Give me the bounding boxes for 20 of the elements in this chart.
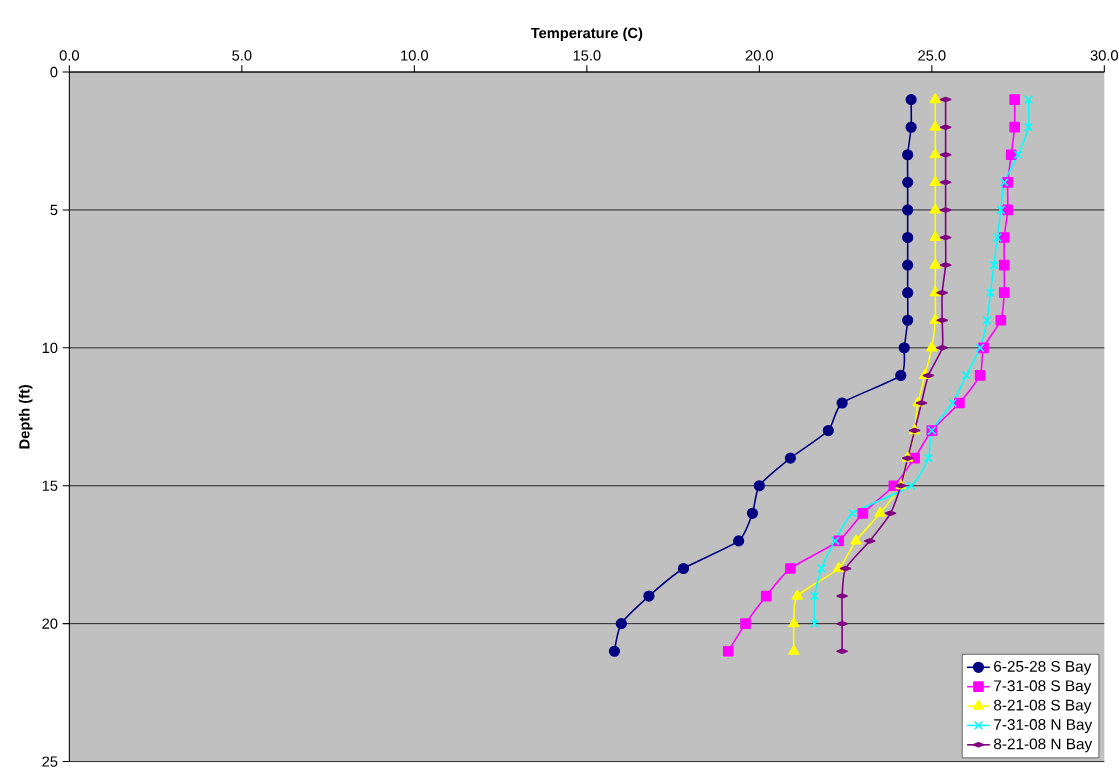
legend-label: 7-31-08 S Bay bbox=[994, 680, 1092, 695]
legend-label: 8-21-08 N Bay bbox=[993, 738, 1093, 753]
x-tick-label: 10.0 bbox=[401, 50, 429, 61]
x-tick-label: 15.0 bbox=[573, 50, 601, 61]
y-tick-label: 10 bbox=[42, 342, 58, 354]
y-tick-label: 0 bbox=[50, 67, 58, 78]
x-tick-label: 0.0 bbox=[59, 50, 79, 61]
y-tick-label: 25 bbox=[42, 756, 58, 767]
y-tick-label: 20 bbox=[42, 618, 58, 630]
x-tick-label: 20.0 bbox=[745, 50, 774, 61]
y-tick-label: 5 bbox=[50, 205, 58, 216]
x-tick-label: 30.0 bbox=[1090, 50, 1119, 61]
y-axis-title: Depth (ft) bbox=[18, 385, 33, 449]
x-axis-title: Temperature (C) bbox=[530, 27, 643, 42]
legend-label: 6-25-28 S Bay bbox=[994, 661, 1092, 676]
y-tick-label: 15 bbox=[42, 480, 58, 492]
x-tick-label: 5.0 bbox=[232, 50, 252, 61]
legend-label: 7-31-08 N Bay bbox=[994, 719, 1093, 734]
x-tick-label: 25.0 bbox=[918, 50, 946, 61]
legend-label: 8-21-08 S Bay bbox=[993, 699, 1092, 714]
